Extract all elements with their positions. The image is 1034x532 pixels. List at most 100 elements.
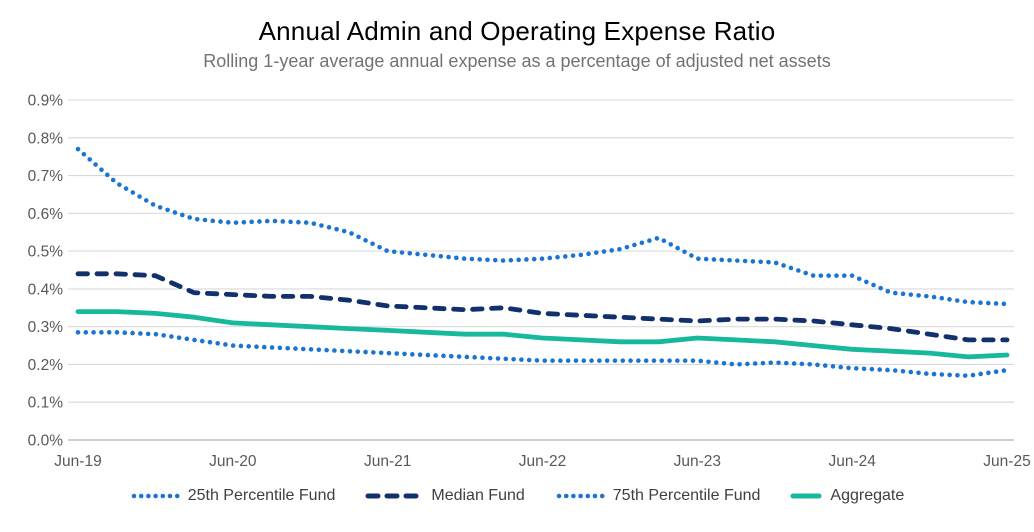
data-dot — [970, 372, 976, 378]
data-dot — [123, 186, 129, 191]
data-dot — [293, 346, 298, 351]
data-dot — [422, 252, 428, 258]
y-axis-tick-label: 0.3% — [28, 319, 64, 336]
data-dot — [93, 162, 98, 167]
data-dot — [280, 219, 286, 224]
data-dot — [176, 335, 182, 340]
data-dot — [682, 358, 688, 363]
data-dot — [689, 253, 694, 258]
data-dot — [923, 371, 929, 376]
data-dot — [698, 358, 704, 364]
data-dot — [202, 217, 208, 223]
data-dot — [308, 347, 314, 352]
data-dot — [978, 300, 983, 306]
legend-marker-25th-percentile-fund-icon — [131, 493, 180, 499]
data-dot — [165, 207, 170, 213]
data-dot — [962, 373, 968, 378]
data-dot — [394, 351, 400, 356]
data-dot — [675, 358, 680, 363]
data-dot — [326, 225, 332, 230]
data-dot — [696, 256, 701, 262]
data-dot — [931, 294, 937, 300]
data-dot — [721, 360, 727, 366]
data-dot — [601, 249, 607, 254]
data-dot — [1001, 368, 1007, 373]
data-dot — [184, 336, 190, 342]
data-dot — [215, 341, 220, 346]
data-dot — [161, 333, 166, 338]
data-dot — [272, 218, 278, 224]
y-axis-tick-label: 0.5% — [28, 244, 64, 261]
data-dot — [417, 352, 423, 357]
data-dot — [339, 348, 345, 354]
data-dot — [869, 366, 875, 372]
chart-subtitle: Rolling 1-year average annual expense as… — [203, 51, 831, 71]
data-dot — [117, 182, 122, 187]
data-dot — [218, 219, 223, 224]
data-dot — [341, 228, 347, 234]
data-dot — [597, 358, 602, 363]
data-dot — [511, 356, 516, 362]
data-dot — [978, 371, 983, 377]
data-dot — [675, 245, 680, 251]
data-dot — [593, 250, 599, 255]
data-dot — [818, 273, 824, 278]
data-dot — [472, 355, 477, 360]
data-dot — [464, 354, 470, 360]
legend: 25th Percentile Fund Median Fund 75th Perc… — [0, 487, 1034, 505]
x-axis-tick-label: Jun-21 — [364, 453, 411, 470]
data-dot — [703, 256, 709, 262]
data-dot — [194, 217, 200, 222]
data-dot — [114, 330, 120, 335]
data-dot — [542, 358, 548, 363]
data-dot — [480, 355, 485, 361]
data-dot — [612, 358, 618, 363]
data-dot — [316, 347, 322, 353]
series-line-median-fund — [75, 271, 1010, 343]
data-dot — [742, 258, 748, 264]
data-dot — [659, 358, 665, 363]
plot-area: 0.0% 0.1% 0.2% 0.3% 0.4% 0.5% 0.6% 0.7% 0.8% 0.9%… — [28, 93, 1031, 471]
data-dot — [257, 219, 262, 224]
data-dot — [570, 253, 576, 258]
data-dot — [446, 254, 451, 260]
data-dot — [581, 358, 587, 363]
data-dot — [277, 345, 283, 351]
data-dot — [487, 355, 493, 361]
legend-marker-aggregate-icon — [790, 493, 822, 499]
data-dot — [169, 334, 174, 339]
data-dot — [130, 330, 135, 336]
legend-label: 75th Percentile Fund — [612, 487, 761, 504]
data-dot — [264, 218, 270, 224]
data-dot — [908, 369, 914, 375]
data-dot — [939, 372, 945, 377]
data-dot — [563, 254, 568, 259]
data-dot — [924, 293, 929, 299]
data-dot — [643, 358, 649, 363]
data-dot — [877, 367, 882, 372]
data-dot — [363, 349, 368, 355]
data-dot — [752, 361, 758, 366]
data-dot — [639, 240, 645, 246]
data-dot — [628, 358, 633, 363]
data-dot — [916, 293, 921, 298]
y-axis-tick-label: 0.7% — [28, 168, 64, 185]
data-dot — [954, 298, 960, 303]
data-dot — [834, 273, 839, 278]
data-dot — [864, 279, 869, 285]
data-dot — [241, 219, 247, 225]
data-dot — [81, 151, 87, 157]
data-dot — [791, 361, 797, 366]
data-dot — [609, 248, 615, 253]
data-dot — [145, 331, 151, 337]
data-dot — [892, 368, 898, 373]
data-dot — [311, 221, 317, 226]
data-dot — [526, 357, 532, 363]
data-dot — [745, 361, 750, 367]
data-dot — [492, 257, 498, 263]
data-dot — [768, 360, 774, 366]
data-dot — [391, 249, 397, 255]
data-dot — [849, 273, 855, 278]
data-dot — [993, 369, 999, 375]
data-dot — [150, 202, 156, 207]
